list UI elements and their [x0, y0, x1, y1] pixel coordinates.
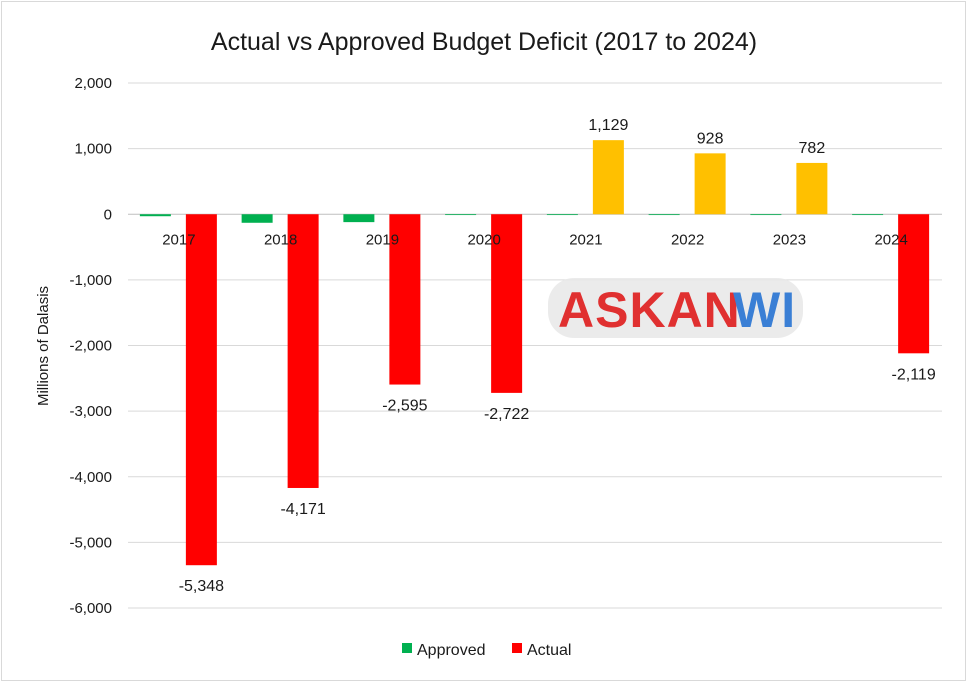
data-label: 782 [799, 140, 826, 157]
watermark-text-right: WI [733, 282, 796, 338]
legend-swatch-approved [402, 643, 412, 653]
bar-approved [852, 214, 884, 216]
y-tick-label: -5,000 [69, 534, 112, 551]
y-tick-labels: 2,000 1,000 0 -1,000 -2,000 -3,000 -4,000 -5,00… [69, 75, 112, 617]
bar-actual [287, 214, 319, 488]
bar-approved [750, 214, 782, 216]
x-tick-label: 2022 [671, 231, 704, 248]
x-tick-label: 2018 [264, 231, 297, 248]
chart-title: Actual vs Approved Budget Deficit (2017 … [211, 28, 757, 56]
bar-approved [445, 214, 477, 216]
bar-approved [343, 214, 375, 223]
legend-swatch-actual [512, 643, 522, 653]
data-label: -2,595 [382, 398, 427, 415]
y-axis-label: Millions of Dalasis [35, 286, 52, 406]
data-label: 928 [697, 130, 724, 147]
watermark-text-left: ASKAN [558, 282, 741, 338]
y-tick-label: -1,000 [69, 272, 112, 289]
bar-approved [648, 214, 680, 216]
y-tick-label: -2,000 [69, 338, 112, 355]
bar-actual [491, 214, 523, 393]
bar-actual [185, 214, 217, 566]
legend: Approved Actual [402, 642, 571, 659]
bar-approved [241, 214, 273, 223]
bar-actual [389, 214, 421, 385]
bar-actual [592, 140, 624, 215]
data-labels: -5,348 -4,171 -2,595 -2,722 1,129 928 782 -2,11… [179, 117, 936, 595]
gridlines [128, 82, 942, 609]
bar-actual [694, 153, 726, 215]
y-tick-label: -6,000 [69, 600, 112, 617]
y-tick-label: 0 [104, 206, 112, 223]
bars [139, 140, 930, 566]
watermark-badge [548, 278, 803, 338]
bar-actual [796, 162, 828, 215]
x-tick-labels: 2017 2018 2019 2020 2021 2022 2023 2024 [162, 231, 908, 248]
y-tick-label: 1,000 [74, 141, 112, 158]
y-tick-label: -4,000 [69, 469, 112, 486]
x-tick-label: 2021 [569, 231, 602, 248]
legend-label-approved: Approved [417, 642, 486, 659]
x-tick-label: 2019 [366, 231, 399, 248]
data-label: -2,722 [484, 406, 529, 423]
watermark-logo: ASKAN WI [548, 278, 803, 338]
y-tick-label: -3,000 [69, 403, 112, 420]
x-tick-label: 2024 [874, 231, 907, 248]
bar-actual [898, 214, 930, 354]
bar-approved [139, 214, 171, 217]
x-tick-label: 2017 [162, 231, 195, 248]
y-tick-label: 2,000 [74, 75, 112, 92]
data-label: -2,119 [892, 366, 936, 383]
bar-approved [546, 214, 578, 216]
data-label: 1,129 [588, 117, 628, 134]
x-tick-label: 2023 [773, 231, 806, 248]
legend-label-actual: Actual [527, 642, 571, 659]
data-label: -4,171 [280, 501, 325, 518]
data-label: -5,348 [179, 578, 224, 595]
x-tick-label: 2020 [467, 231, 500, 248]
